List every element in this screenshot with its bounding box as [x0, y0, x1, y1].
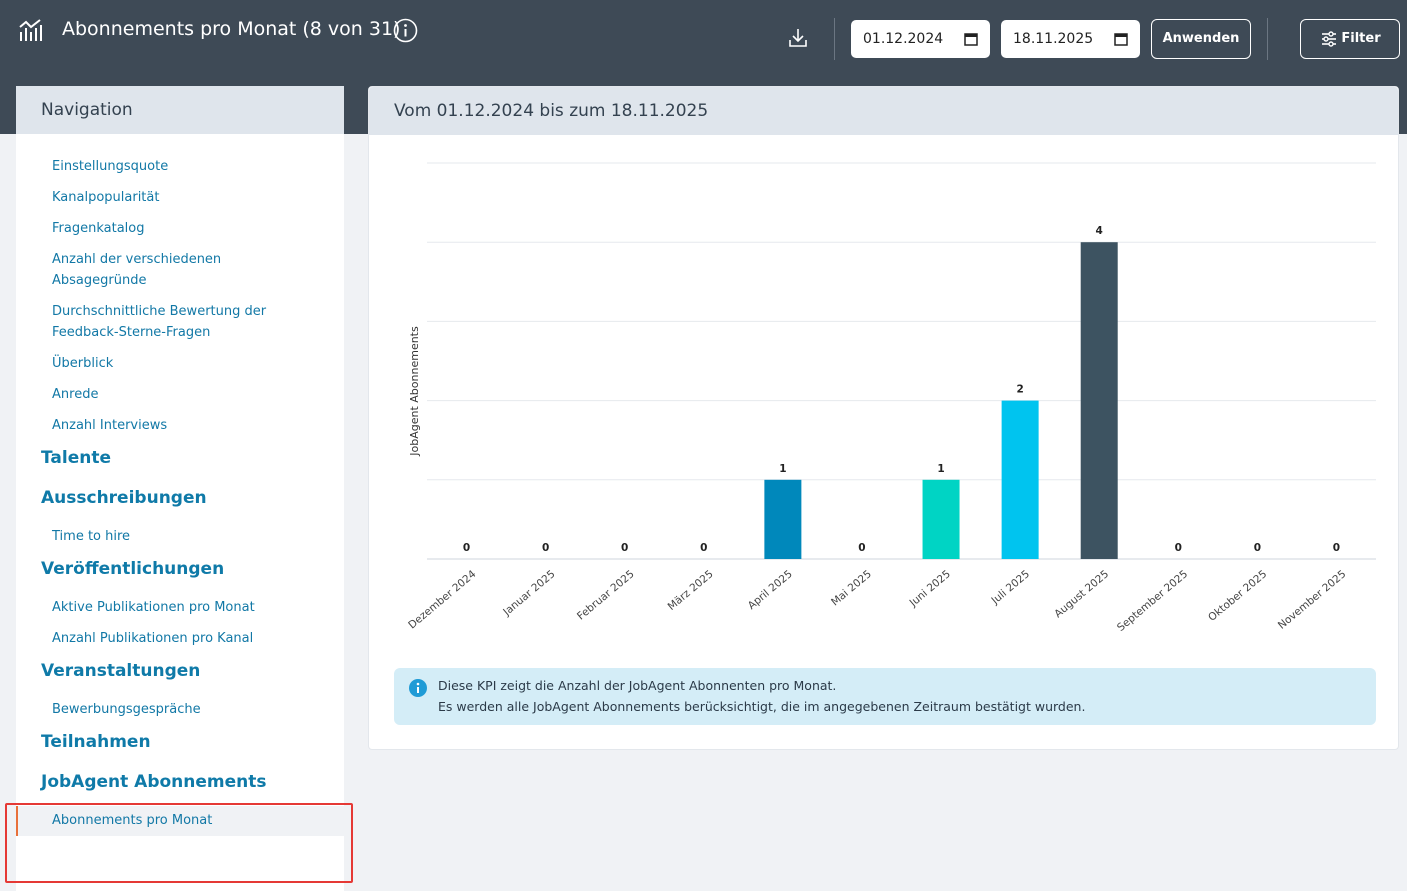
bar [764, 479, 802, 559]
nav-heading[interactable]: Ausschreibungen [41, 488, 207, 508]
x-tick-label: April 2025 [746, 568, 795, 612]
x-tick-label: November 2025 [1276, 568, 1349, 632]
data-label: 0 [463, 542, 470, 554]
info-line: Diese KPI zeigt die Anzahl der JobAgent … [438, 678, 837, 693]
x-tick-label: Dezember 2024 [406, 568, 478, 632]
nav-link[interactable]: Einstellungsquote [52, 159, 169, 174]
x-tick-label: Februar 2025 [575, 568, 637, 622]
nav-heading[interactable]: Veranstaltungen [41, 661, 201, 681]
info-icon [409, 679, 427, 697]
x-tick-label: Juni 2025 [907, 568, 953, 610]
x-tick-label: Juli 2025 [989, 568, 1032, 607]
highlight-box [5, 803, 353, 883]
nav-heading[interactable]: Veröffentlichungen [41, 559, 225, 579]
data-label: 1 [779, 463, 786, 475]
data-label: 0 [700, 542, 707, 554]
data-label: 0 [1254, 542, 1261, 554]
separator [1267, 18, 1268, 60]
data-label: 0 [542, 542, 549, 554]
nav-link[interactable]: Abonnements pro Monat [16, 806, 344, 836]
nav-link[interactable]: Kanalpopularität [52, 190, 160, 205]
info-box: Diese KPI zeigt die Anzahl der JobAgent … [394, 668, 1376, 725]
nav-heading[interactable]: Teilnahmen [41, 732, 151, 752]
download-icon[interactable] [787, 27, 809, 49]
x-tick-label: Mai 2025 [829, 568, 874, 608]
nav-link[interactable]: Durchschnittliche Bewertung der Feedback… [52, 304, 267, 340]
navigation-panel: Navigation Einstellungsquote Kanalpopular… [16, 86, 344, 891]
filter-label: Filter [1341, 31, 1381, 46]
data-label: 0 [1333, 542, 1340, 554]
nav-link[interactable]: Überblick [52, 356, 114, 371]
panel-title: Vom 01.12.2024 bis zum 18.11.2025 [369, 87, 1398, 135]
nav-link[interactable]: Aktive Publikationen pro Monat [52, 600, 255, 615]
panel-title: Navigation [16, 86, 344, 134]
filter-icon [1322, 31, 1336, 47]
nav-heading[interactable]: JobAgent Abonnements [41, 772, 267, 792]
apply-button[interactable]: Anwenden [1151, 19, 1251, 59]
bar [922, 479, 960, 559]
calendar-icon [964, 33, 978, 46]
nav-link[interactable]: Anzahl Interviews [52, 418, 168, 433]
data-label: 0 [621, 542, 628, 554]
data-label: 2 [1016, 384, 1023, 396]
x-tick-label: August 2025 [1052, 568, 1111, 620]
nav-link[interactable]: Fragenkatalog [52, 221, 145, 236]
filter-button[interactable]: Filter [1300, 19, 1400, 59]
y-axis-label: JobAgent Abonnements [408, 326, 421, 457]
calendar-icon [1114, 33, 1128, 46]
chart-icon [19, 19, 42, 41]
date-to-input[interactable]: 18.11.2025 [1001, 20, 1140, 58]
page-title: Abonnements pro Monat (8 von 31) [62, 18, 401, 40]
nav-heading[interactable]: Talente [41, 448, 111, 468]
x-tick-label: September 2025 [1115, 568, 1190, 634]
x-tick-label: Oktober 2025 [1206, 568, 1269, 624]
x-tick-label: Januar 2025 [500, 568, 557, 619]
navigation-list: Einstellungsquote Kanalpopularität Fragenk… [16, 134, 344, 836]
info-icon[interactable] [393, 18, 418, 43]
nav-link[interactable]: Bewerbungsgespräche [52, 702, 201, 717]
data-label: 1 [937, 463, 944, 475]
x-tick-label: März 2025 [666, 568, 716, 613]
chart-panel: Vom 01.12.2024 bis zum 18.11.2025 JobAge… [368, 86, 1399, 750]
data-label: 0 [1175, 542, 1182, 554]
separator [834, 18, 835, 60]
nav-link[interactable]: Anzahl der verschiedenen Absagegründe [52, 252, 222, 288]
info-line: Es werden alle JobAgent Abonnements berü… [438, 699, 1086, 714]
date-to: 18.11.2025 [1013, 31, 1094, 47]
nav-link[interactable]: Time to hire [52, 529, 131, 544]
bar [1080, 242, 1118, 559]
date-from: 01.12.2024 [863, 31, 944, 47]
nav-link[interactable]: Anzahl Publikationen pro Kanal [52, 631, 254, 646]
date-from-input[interactable]: 01.12.2024 [851, 20, 990, 58]
data-label: 4 [1096, 225, 1103, 237]
bar [1001, 400, 1039, 559]
chart: JobAgent Abonnements 0 Dezember 2024 0 Janua… [406, 162, 1376, 634]
data-label: 0 [858, 542, 865, 554]
nav-link[interactable]: Anrede [52, 387, 99, 402]
